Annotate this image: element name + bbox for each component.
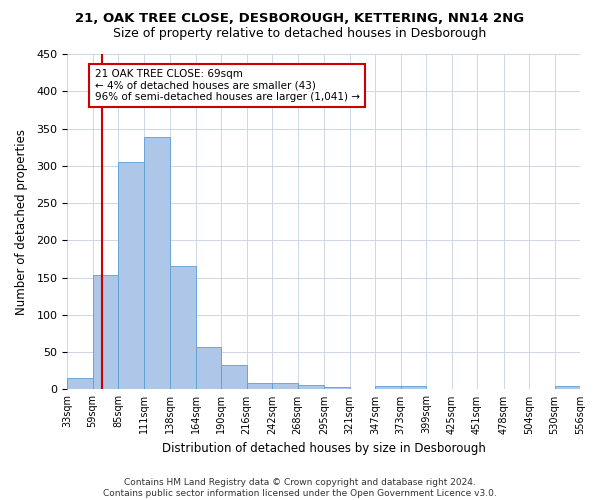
X-axis label: Distribution of detached houses by size in Desborough: Distribution of detached houses by size … xyxy=(161,442,485,455)
Bar xyxy=(554,386,580,390)
Text: Size of property relative to detached houses in Desborough: Size of property relative to detached ho… xyxy=(113,28,487,40)
Bar xyxy=(401,386,426,390)
Text: 21 OAK TREE CLOSE: 69sqm
← 4% of detached houses are smaller (43)
96% of semi-de: 21 OAK TREE CLOSE: 69sqm ← 4% of detache… xyxy=(95,69,359,102)
Bar xyxy=(221,365,247,390)
Bar xyxy=(143,138,170,390)
Bar xyxy=(350,388,375,390)
Bar xyxy=(375,386,401,390)
Y-axis label: Number of detached properties: Number of detached properties xyxy=(15,128,28,314)
Bar xyxy=(196,347,221,390)
Bar xyxy=(324,387,350,390)
Bar xyxy=(272,384,298,390)
Bar xyxy=(426,388,452,390)
Bar xyxy=(298,385,324,390)
Bar xyxy=(247,382,272,390)
Bar xyxy=(118,162,143,390)
Bar xyxy=(170,266,196,390)
Text: 21, OAK TREE CLOSE, DESBOROUGH, KETTERING, NN14 2NG: 21, OAK TREE CLOSE, DESBOROUGH, KETTERIN… xyxy=(76,12,524,26)
Bar xyxy=(67,378,92,390)
Text: Contains HM Land Registry data © Crown copyright and database right 2024.
Contai: Contains HM Land Registry data © Crown c… xyxy=(103,478,497,498)
Bar xyxy=(92,276,118,390)
